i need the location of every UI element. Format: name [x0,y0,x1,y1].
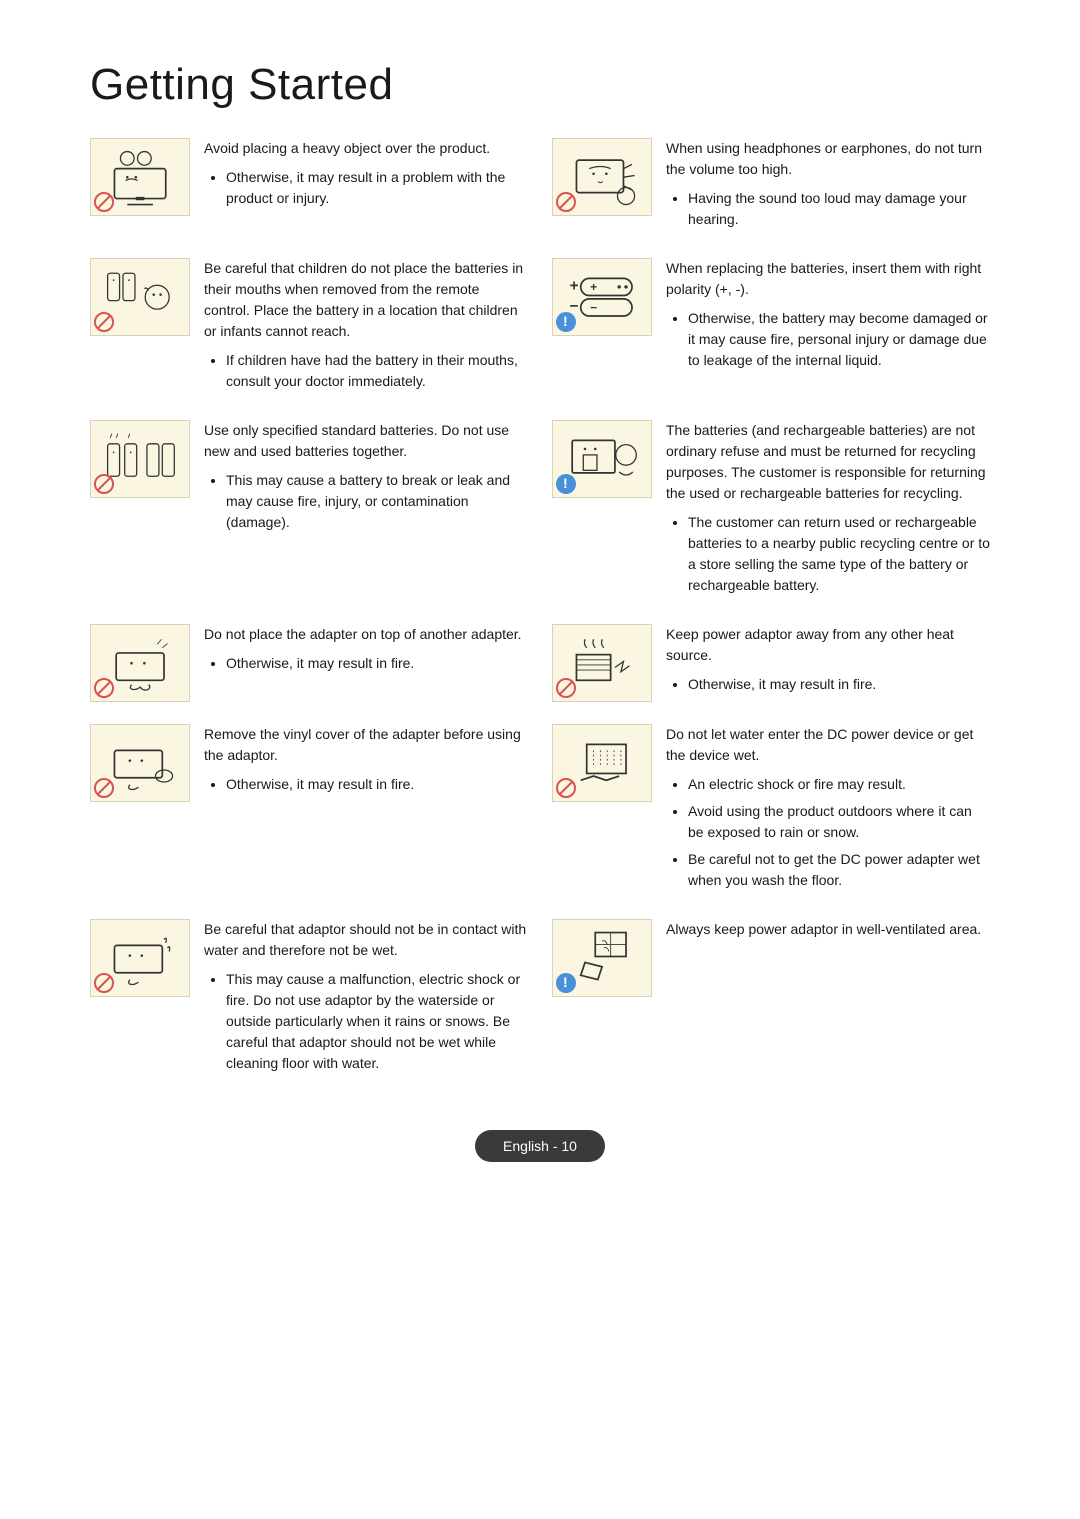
safety-bullet: Otherwise, it may result in fire. [226,653,528,674]
safety-text: When using headphones or earphones, do n… [666,138,990,236]
prohibit-icon [94,474,114,494]
safety-cell: Be careful that adaptor should not be in… [90,919,528,1080]
safety-bullets: Otherwise, the battery may become damage… [666,308,990,371]
safety-bullet: If children have had the battery in thei… [226,350,528,392]
safety-text: Be careful that adaptor should not be in… [204,919,528,1080]
safety-row: Be careful that children do not place th… [90,258,990,398]
safety-bullet: An electric shock or fire may result. [688,774,990,795]
page-number-badge: English - 10 [475,1130,605,1162]
safety-illustration-icon: +−+− [552,258,652,336]
safety-heading: Be careful that adaptor should not be in… [204,919,528,961]
safety-bullets: Having the sound too loud may damage you… [666,188,990,230]
prohibit-icon [556,778,576,798]
safety-illustration-icon [90,258,190,336]
safety-bullet: The customer can return used or recharge… [688,512,990,596]
safety-text: When replacing the batteries, insert the… [666,258,990,377]
safety-bullet: Otherwise, it may result in a problem wi… [226,167,528,209]
safety-row: Be careful that adaptor should not be in… [90,919,990,1080]
safety-bullets: An electric shock or fire may result. Avo… [666,774,990,891]
safety-row: Remove the vinyl cover of the adapter be… [90,724,990,897]
safety-text: Be careful that children do not place th… [204,258,528,398]
page-title: Getting Started [90,60,990,110]
safety-heading: Use only specified standard batteries. D… [204,420,528,462]
safety-cell: Remove the vinyl cover of the adapter be… [90,724,528,802]
safety-row: Use only specified standard batteries. D… [90,420,990,602]
safety-bullets: The customer can return used or recharge… [666,512,990,596]
safety-cell: Keep power adaptor away from any other h… [552,624,990,702]
safety-illustration-icon [90,138,190,216]
safety-text: Use only specified standard batteries. D… [204,420,528,539]
safety-bullet: Avoid using the product outdoors where i… [688,801,990,843]
safety-cell: +−+−When replacing the batteries, insert… [552,258,990,377]
svg-text:+: + [570,277,579,294]
safety-text: Keep power adaptor away from any other h… [666,624,990,701]
safety-cell: Use only specified standard batteries. D… [90,420,528,539]
safety-text: Avoid placing a heavy object over the pr… [204,138,528,215]
safety-illustration-icon [90,420,190,498]
safety-row: Do not place the adapter on top of anoth… [90,624,990,702]
safety-bullets: This may cause a malfunction, electric s… [204,969,528,1074]
safety-illustration-icon [90,919,190,997]
prohibit-icon [94,312,114,332]
safety-row: Avoid placing a heavy object over the pr… [90,138,990,236]
safety-heading: Keep power adaptor away from any other h… [666,624,990,666]
safety-cell: When using headphones or earphones, do n… [552,138,990,236]
safety-illustration-icon [90,724,190,802]
safety-heading: When using headphones or earphones, do n… [666,138,990,180]
safety-illustration-icon [552,420,652,498]
info-icon [556,474,576,494]
safety-text: Do not place the adapter on top of anoth… [204,624,528,680]
safety-cell: Be careful that children do not place th… [90,258,528,398]
safety-illustration-icon [552,138,652,216]
safety-heading: Do not let water enter the DC power devi… [666,724,990,766]
prohibit-icon [94,778,114,798]
safety-heading: Always keep power adaptor in well-ventil… [666,919,990,940]
safety-bullets: If children have had the battery in thei… [204,350,528,392]
safety-heading: Avoid placing a heavy object over the pr… [204,138,528,159]
safety-bullet: This may cause a malfunction, electric s… [226,969,528,1074]
page-footer: English - 10 [90,1130,990,1162]
safety-bullet: This may cause a battery to break or lea… [226,470,528,533]
safety-illustration-icon [552,624,652,702]
safety-heading: The batteries (and rechargeable batterie… [666,420,990,504]
safety-text: Do not let water enter the DC power devi… [666,724,990,897]
info-icon [556,312,576,332]
prohibit-icon [556,678,576,698]
safety-text: Remove the vinyl cover of the adapter be… [204,724,528,801]
safety-bullets: Otherwise, it may result in fire. [204,774,528,795]
prohibit-icon [556,192,576,212]
safety-bullet: Be careful not to get the DC power adapt… [688,849,990,891]
safety-bullets: Otherwise, it may result in fire. [666,674,990,695]
safety-illustration-icon [552,919,652,997]
safety-bullets: Otherwise, it may result in a problem wi… [204,167,528,209]
safety-text: Always keep power adaptor in well-ventil… [666,919,990,948]
safety-text: The batteries (and rechargeable batterie… [666,420,990,602]
svg-text:−: − [570,298,579,315]
safety-bullets: Otherwise, it may result in fire. [204,653,528,674]
safety-rows: Avoid placing a heavy object over the pr… [90,138,990,1080]
safety-bullet: Otherwise, the battery may become damage… [688,308,990,371]
safety-illustration-icon [552,724,652,802]
safety-heading: Remove the vinyl cover of the adapter be… [204,724,528,766]
prohibit-icon [94,192,114,212]
safety-bullet: Having the sound too loud may damage you… [688,188,990,230]
safety-bullet: Otherwise, it may result in fire. [688,674,990,695]
safety-heading: Be careful that children do not place th… [204,258,528,342]
safety-cell: Avoid placing a heavy object over the pr… [90,138,528,216]
prohibit-icon [94,973,114,993]
prohibit-icon [94,678,114,698]
svg-text:+: + [590,280,597,294]
info-icon [556,973,576,993]
safety-bullet: Otherwise, it may result in fire. [226,774,528,795]
safety-heading: Do not place the adapter on top of anoth… [204,624,528,645]
safety-cell: The batteries (and rechargeable batterie… [552,420,990,602]
safety-bullets: This may cause a battery to break or lea… [204,470,528,533]
safety-cell: Always keep power adaptor in well-ventil… [552,919,990,997]
safety-heading: When replacing the batteries, insert the… [666,258,990,300]
svg-text:−: − [590,301,597,315]
safety-illustration-icon [90,624,190,702]
safety-cell: Do not let water enter the DC power devi… [552,724,990,897]
safety-cell: Do not place the adapter on top of anoth… [90,624,528,702]
